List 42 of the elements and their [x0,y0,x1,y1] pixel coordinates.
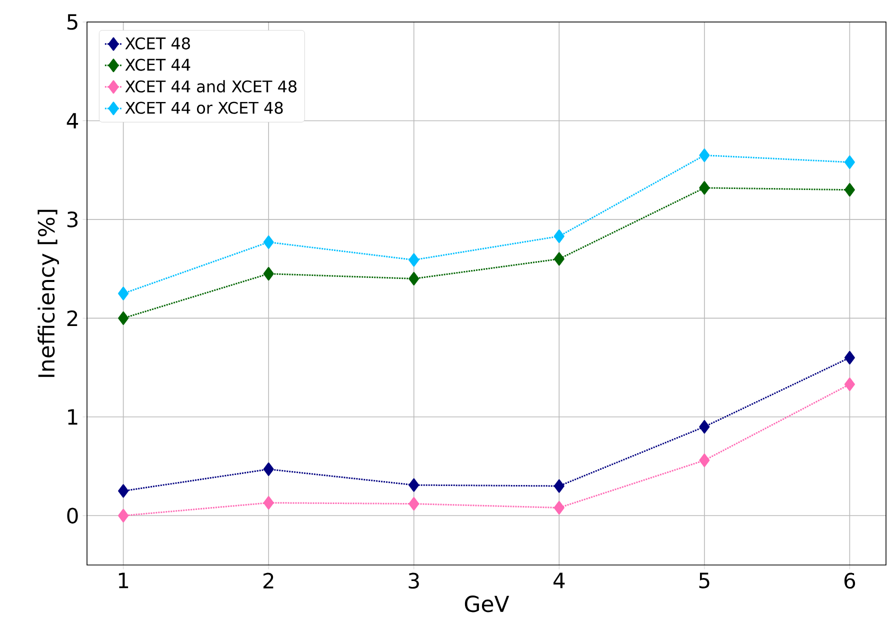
point [699,181,710,195]
point [118,286,129,300]
y-tick-label: 4 [66,113,78,128]
point [263,267,274,281]
y-tick-label: 2 [67,310,78,326]
x-tick-label: 3 [408,572,419,589]
y-tick-label: 5 [67,14,78,30]
y-tick-label: 3 [67,212,78,228]
point [844,350,855,364]
legend-label: XCET 44 or XCET 48 [125,102,283,114]
point [554,229,564,243]
point [699,454,710,468]
point [118,311,129,325]
x-axis-title: GeV [464,596,510,612]
legend-label: XCET 48 [125,37,190,50]
legend-label: XCET 44 [125,58,190,71]
point [844,378,855,392]
point [844,155,855,169]
point [118,508,129,522]
x-tick-label: 5 [699,572,710,588]
x-tick-label: 1 [118,572,128,588]
point [554,500,564,514]
point [408,497,420,511]
point [554,252,564,266]
point [263,496,274,510]
point [263,235,274,249]
point [699,420,710,434]
x-tick-label: 4 [553,572,565,588]
point [408,253,420,267]
x-tick-label: 6 [844,572,856,589]
legend-label: XCET 44 and XCET 48 [125,80,297,92]
point [699,148,710,162]
point [554,479,564,493]
y-axis-title: Inefficiency [%] [38,210,59,377]
point [263,462,274,476]
y-tick-label: 0 [67,508,78,524]
y-tick-label: 1 [68,409,78,425]
x-tick-label: 2 [263,572,274,588]
point [118,484,129,498]
point [408,272,420,286]
point [408,478,420,492]
point [844,183,855,197]
